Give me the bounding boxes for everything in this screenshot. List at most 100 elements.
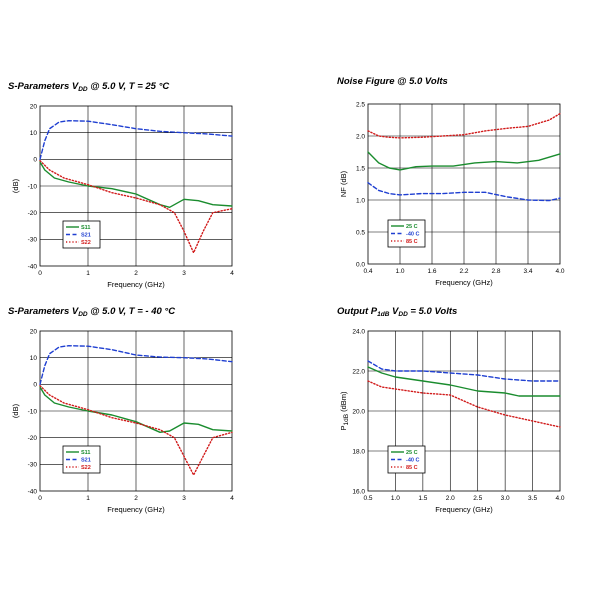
title-part: Noise Figure @ 5.0 Volts xyxy=(337,76,448,87)
x-axis-label: Frequency (GHz) xyxy=(435,278,493,287)
y-tick-label: 0 xyxy=(33,157,37,164)
series-line-s11 xyxy=(39,386,233,433)
series-line-85c xyxy=(367,380,561,428)
subscript: 1dB xyxy=(343,414,350,426)
y-tick-label: 18.0 xyxy=(352,448,365,455)
series-line-s21 xyxy=(39,345,233,385)
x-tick-label: 2 xyxy=(134,495,138,502)
y-tick-label: -20 xyxy=(28,435,38,442)
x-tick-label: 3.5 xyxy=(528,495,537,502)
series-line--40c xyxy=(367,360,561,382)
title-part: (dB) xyxy=(11,403,20,418)
x-tick-label: 4 xyxy=(230,270,234,277)
y-axis-label: (dB) xyxy=(11,403,20,418)
legend-label: S11 xyxy=(81,225,90,231)
legend-label: 25 C xyxy=(406,224,418,230)
x-tick-label: 4.0 xyxy=(555,495,564,502)
legend-label: 85 C xyxy=(406,465,418,471)
legend-label: -40 C xyxy=(406,232,419,238)
x-tick-label: 3.0 xyxy=(501,495,510,502)
y-tick-label: 1.5 xyxy=(356,165,365,172)
x-axis-label: Frequency (GHz) xyxy=(107,280,165,289)
x-tick-label: 3 xyxy=(182,270,186,277)
chart-title: S-Parameters VDD @ 5.0 V, T = - 40 °C xyxy=(8,306,175,318)
x-tick-label: 1.5 xyxy=(418,495,427,502)
y-tick-label: 16.0 xyxy=(352,488,365,495)
y-tick-label: 0.0 xyxy=(356,261,365,268)
legend-label: S11 xyxy=(81,450,90,456)
series-line-25c xyxy=(367,151,561,171)
legend-label: -40 C xyxy=(406,458,419,464)
legend-label: S22 xyxy=(81,465,91,471)
x-tick-label: 3.4 xyxy=(523,268,532,275)
chart-2: Noise Figure @ 5.0 Volts 0.4 1.0 1.6 2.2 2.8 3… xyxy=(337,76,565,287)
x-tick-label: 2.2 xyxy=(459,268,468,275)
y-tick-label: 1.0 xyxy=(356,197,365,204)
y-tick-label: 20 xyxy=(30,328,38,335)
chart-title: Noise Figure @ 5.0 Volts xyxy=(337,76,448,87)
series-line-s22 xyxy=(39,160,233,254)
title-part: @ 5.0 V, T = - 40 °C xyxy=(88,306,176,317)
y-axis-label: NF (dB) xyxy=(339,170,348,197)
chart-title: Output P1dB VDD = 5.0 Volts xyxy=(337,306,457,318)
x-tick-label: 3 xyxy=(182,495,186,502)
x-tick-label: 0 xyxy=(38,495,42,502)
x-tick-label: 1 xyxy=(86,495,90,502)
series-line--40c xyxy=(367,182,561,202)
y-tick-label: 20.0 xyxy=(352,408,365,415)
x-tick-label: 0.4 xyxy=(363,268,372,275)
y-tick-label: 10 xyxy=(30,130,38,137)
x-tick-label: 2.0 xyxy=(446,495,455,502)
chart-3: S-Parameters VDD @ 5.0 V, T = - 40 °C 0 1 2… xyxy=(8,306,234,514)
y-tick-label: 0.5 xyxy=(356,229,365,236)
title-part: S-Parameters V xyxy=(8,306,79,317)
y-tick-label: -20 xyxy=(28,210,38,217)
y-tick-label: -10 xyxy=(28,408,38,415)
y-axis-label: P1dB (dBm) xyxy=(339,391,350,431)
y-tick-label: -30 xyxy=(28,462,38,469)
x-axis-label: Frequency (GHz) xyxy=(435,505,493,514)
x-tick-label: 1.6 xyxy=(427,268,436,275)
title-part: (dB) xyxy=(11,178,20,193)
x-tick-label: 0 xyxy=(38,270,42,277)
y-tick-label: -30 xyxy=(28,237,38,244)
legend-label: 25 C xyxy=(406,450,418,456)
y-axis-label: (dB) xyxy=(11,178,20,193)
title-part: V xyxy=(389,306,399,317)
series-line-s21 xyxy=(39,120,233,160)
series-line-25c xyxy=(367,366,561,397)
title-part: @ 5.0 V, T = 25 °C xyxy=(88,81,170,92)
title-part: (dBm) xyxy=(339,391,348,414)
y-tick-label: 0 xyxy=(33,382,37,389)
title-part: = 5.0 Volts xyxy=(408,306,458,317)
series-line-s22 xyxy=(39,385,233,476)
x-tick-label: 1.0 xyxy=(395,268,404,275)
y-tick-label: 10 xyxy=(30,355,38,362)
x-tick-label: 4 xyxy=(230,495,234,502)
series-line-s11 xyxy=(39,161,233,208)
x-tick-label: 0.5 xyxy=(363,495,372,502)
x-tick-label: 2.5 xyxy=(473,495,482,502)
legend: 25 C -40 C85 C xyxy=(387,445,426,474)
x-tick-label: 4.0 xyxy=(555,268,564,275)
y-tick-label: 20 xyxy=(30,103,38,110)
subscript: DD xyxy=(398,311,408,318)
title-part: S-Parameters V xyxy=(8,81,79,92)
legend-label: 85 C xyxy=(406,239,418,245)
chart-title: S-Parameters VDD @ 5.0 V, T = 25 °C xyxy=(8,81,169,93)
y-tick-label: -40 xyxy=(28,488,38,495)
subscript: DD xyxy=(78,311,88,318)
y-tick-label: 2.5 xyxy=(356,101,365,108)
series-line-85c xyxy=(367,112,561,139)
title-part: Output P xyxy=(337,306,378,317)
x-tick-label: 2.8 xyxy=(491,268,500,275)
legend: 25 C -40 C85 C xyxy=(387,219,426,248)
legend-label: S21 xyxy=(81,233,91,239)
subscript: 1dB xyxy=(377,311,390,318)
subscript: DD xyxy=(78,86,88,93)
